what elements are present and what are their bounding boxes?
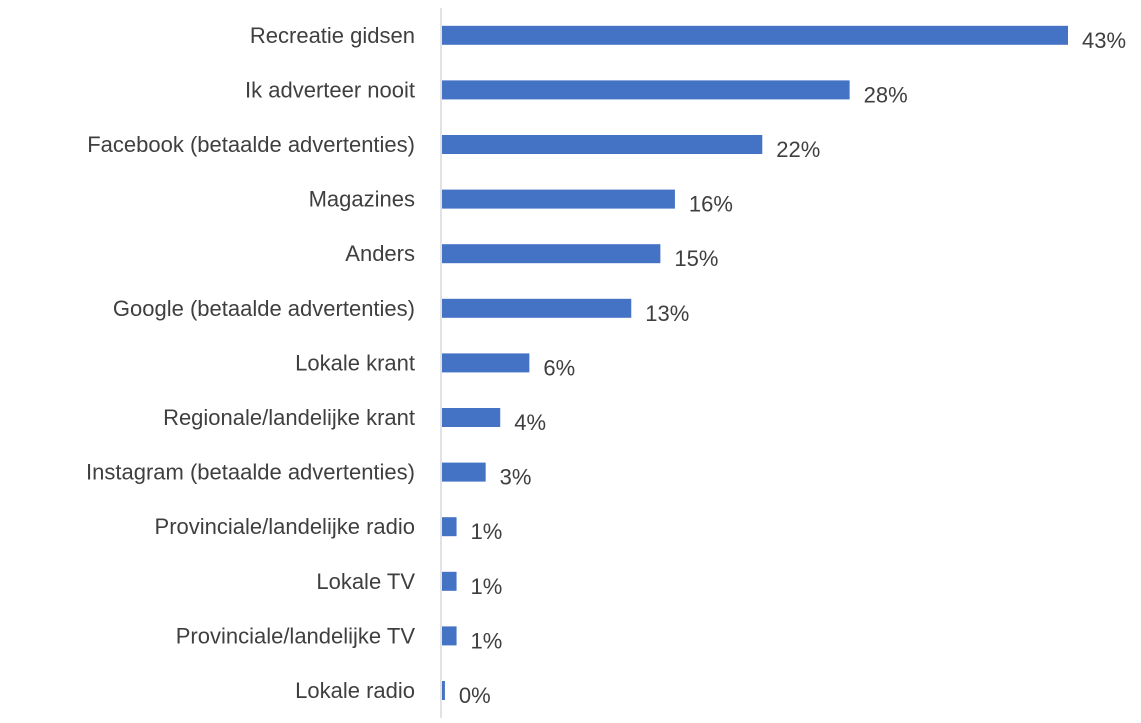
category-labels-group: Recreatie gidsen Ik adverteer nooit Facebo… — [86, 23, 415, 703]
value-label: 16% — [689, 192, 733, 217]
value-label: 43% — [1082, 28, 1126, 53]
category-label: Instagram (betaalde advertenties) — [86, 460, 415, 485]
category-label: Facebook (betaalde advertenties) — [87, 132, 415, 157]
bar — [442, 80, 850, 100]
value-label: 1% — [471, 574, 503, 599]
bar — [442, 571, 457, 591]
value-label: 22% — [776, 137, 820, 162]
bar — [442, 462, 486, 482]
value-label: 28% — [864, 82, 908, 107]
bar — [442, 189, 675, 209]
bar — [442, 244, 661, 264]
value-label: 6% — [543, 355, 575, 380]
value-label: 13% — [645, 301, 689, 326]
category-label: Ik adverteer nooit — [245, 77, 415, 102]
value-label: 1% — [471, 628, 503, 653]
category-label: Google (betaalde advertenties) — [113, 296, 415, 321]
value-label: 15% — [674, 246, 718, 271]
value-label: 3% — [500, 465, 532, 490]
category-label: Provinciale/landelijke TV — [176, 623, 416, 648]
bar — [442, 408, 501, 427]
value-label: 4% — [514, 410, 546, 435]
bar — [442, 353, 530, 373]
category-label: Provinciale/landelijke radio — [155, 514, 415, 539]
category-label: Lokale krant — [295, 350, 415, 375]
bar — [442, 25, 1068, 45]
category-label: Regionale/landelijke krant — [163, 405, 415, 430]
bar — [442, 681, 445, 700]
category-label: Recreatie gidsen — [250, 23, 415, 48]
category-label: Lokale TV — [316, 569, 415, 594]
bars-group — [442, 25, 1068, 700]
category-label: Magazines — [309, 187, 415, 212]
bar — [442, 135, 763, 154]
bar — [442, 626, 457, 646]
bar — [442, 298, 632, 318]
category-label: Anders — [345, 241, 415, 266]
bar — [442, 517, 457, 537]
value-label: 1% — [471, 519, 503, 544]
value-labels-group: 43% 28% 22% 16% 15% 13% 6% 4% 3% 1% 1% 1% 0% — [459, 28, 1126, 708]
category-label: Lokale radio — [295, 678, 415, 703]
value-label: 0% — [459, 683, 491, 708]
